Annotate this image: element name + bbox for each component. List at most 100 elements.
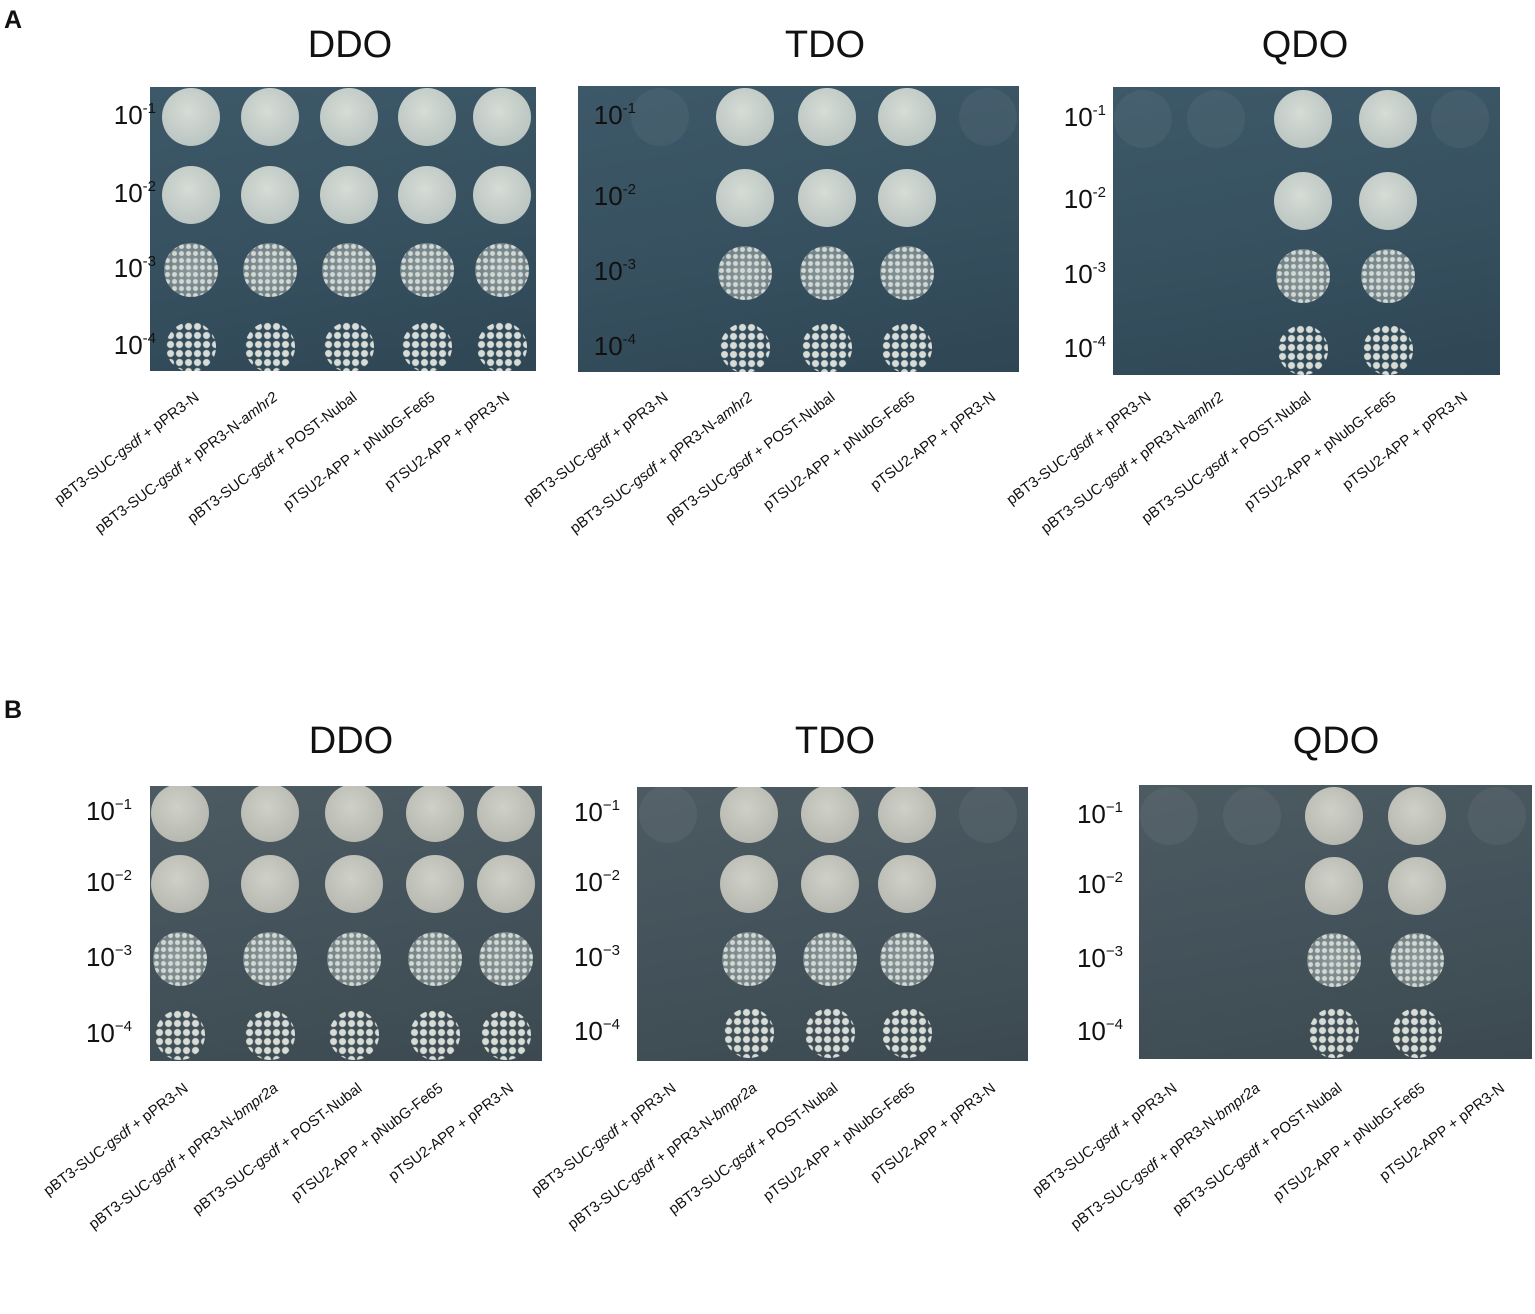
dilution-label: 10−2: [573, 867, 620, 897]
yeast-colony-spot: [406, 786, 464, 842]
yeast-colony-spot: [166, 322, 216, 371]
strain-label: pBT3-SUC-gsdf + pPR3-N: [1003, 388, 1155, 509]
strain-label: pTSU2-APP + pNubG-Fe65: [1269, 1079, 1429, 1205]
faint-spot: [639, 787, 697, 843]
yeast-colony-spot: [245, 1010, 295, 1060]
yeast-colony-spot: [878, 169, 936, 227]
dilution-label: 10-4: [593, 331, 636, 361]
yeast-colony-spot: [322, 243, 376, 297]
strain-label: pBT3-SUC-gsdf + pPR3-N: [528, 1079, 680, 1200]
yeast-colony-spot: [1305, 857, 1363, 915]
yeast-colony-spot: [1274, 172, 1332, 230]
yeast-colony-spot: [475, 243, 529, 297]
yeast-colony-spot: [878, 787, 936, 843]
yeast-colony-spot: [800, 246, 854, 300]
strain-label: pBT3-SUC-gsdf + pPR3-N: [520, 388, 672, 509]
yeast-colony-spot: [400, 243, 454, 297]
yeast-colony-spot: [803, 932, 857, 986]
yeast-colony-spot: [410, 1010, 460, 1060]
yeast-colony-spot: [1274, 90, 1332, 148]
yeast-colony-spot: [325, 786, 383, 842]
dilution-label: 10-1: [113, 100, 156, 130]
faint-spot: [959, 88, 1017, 146]
faint-spot: [959, 787, 1017, 843]
yeast-colony-spot: [481, 1010, 531, 1060]
yeast-colony-spot: [1388, 857, 1446, 915]
strain-label: pTSU2-APP + pPR3-N: [1339, 388, 1472, 494]
yeast-colony-spot: [805, 1008, 855, 1058]
yeast-colony-spot: [1361, 249, 1415, 303]
dilution-label: 10−4: [1076, 1016, 1123, 1046]
yeast-colony-spot: [882, 323, 932, 372]
strain-label: pTSU2-APP + pNubG-Fe65: [759, 388, 919, 514]
medium-title: DDO: [308, 720, 394, 762]
dilution-label: 10−1: [85, 796, 132, 826]
strain-label: pBT3-SUC-gsdf + pPR3-N: [51, 388, 203, 509]
dilution-label: 10−4: [573, 1016, 620, 1046]
yeast-colony-spot: [798, 169, 856, 227]
yeast-colony-spot: [1388, 787, 1446, 845]
dilution-label: 10-3: [113, 253, 156, 283]
yeast-colony-spot: [241, 855, 299, 913]
dilution-label: 10−3: [85, 942, 132, 972]
agar-plate: [1139, 785, 1532, 1059]
medium-title: QDO: [1292, 720, 1380, 762]
yeast-colony-spot: [155, 1010, 205, 1060]
yeast-colony-spot: [1392, 1008, 1442, 1058]
yeast-colony-spot: [1278, 325, 1328, 375]
yeast-colony-spot: [408, 932, 462, 986]
yeast-colony-spot: [1276, 249, 1330, 303]
yeast-colony-spot: [1359, 172, 1417, 230]
yeast-colony-spot: [324, 322, 374, 371]
yeast-colony-spot: [878, 855, 936, 913]
dilution-label: 10-3: [593, 256, 636, 286]
yeast-colony-spot: [1309, 1008, 1359, 1058]
strain-label: pBT3-SUC-gsdf + POST-Nubal: [1138, 388, 1315, 527]
yeast-colony-spot: [398, 88, 456, 146]
yeast-colony-spot: [1305, 787, 1363, 845]
strain-label: pBT3-SUC-gsdf + POST-Nubal: [662, 388, 839, 527]
dilution-label: 10−1: [573, 797, 620, 827]
dilution-label: 10-4: [1063, 333, 1106, 363]
faint-spot: [1114, 90, 1172, 148]
yeast-colony-spot: [477, 786, 535, 842]
dilution-label: 10−3: [573, 942, 620, 972]
strain-label: pTSU2-APP + pNubG-Fe65: [1240, 388, 1400, 514]
strain-label: pBT3-SUC-gsdf + POST-Nubal: [1169, 1079, 1346, 1218]
faint-spot: [1431, 90, 1489, 148]
yeast-colony-spot: [720, 323, 770, 372]
yeast-colony-spot: [325, 855, 383, 913]
yeast-colony-spot: [243, 243, 297, 297]
yeast-colony-spot: [402, 322, 452, 371]
strain-label: pTSU2-APP + pNubG-Fe65: [759, 1079, 919, 1205]
yeast-colony-spot: [477, 322, 527, 371]
dilution-label: 10−2: [1076, 869, 1123, 899]
yeast-colony-spot: [1363, 325, 1413, 375]
dilution-label: 10-2: [113, 178, 156, 208]
panel-letter: B: [4, 696, 23, 724]
agar-plate: [150, 87, 536, 371]
agar-plate: [578, 86, 1019, 372]
yeast-colony-spot: [880, 932, 934, 986]
yeast-colony-spot: [151, 786, 209, 842]
yeast-colony-spot: [882, 1008, 932, 1058]
yeast-colony-spot: [162, 166, 220, 224]
yeast-colony-spot: [473, 166, 531, 224]
yeast-colony-spot: [151, 855, 209, 913]
strain-label: pTSU2-APP + pPR3-N: [385, 1079, 518, 1185]
yeast-colony-spot: [406, 855, 464, 913]
medium-title: TDO: [784, 24, 866, 66]
agar-plate: [1113, 87, 1500, 375]
faint-spot: [1223, 787, 1281, 845]
yeast-colony-spot: [479, 932, 533, 986]
strain-label: pBT3-SUC-gsdf + pPR3-N: [40, 1079, 192, 1200]
yeast-colony-spot: [878, 88, 936, 146]
dilution-label: 10−2: [85, 867, 132, 897]
yeast-colony-spot: [477, 855, 535, 913]
yeast-colony-spot: [153, 932, 207, 986]
yeast-colony-spot: [329, 1010, 379, 1060]
yeast-colony-spot: [716, 169, 774, 227]
faint-spot: [1468, 787, 1526, 845]
dilution-label: 10−4: [85, 1018, 132, 1048]
dilution-label: 10-1: [593, 100, 636, 130]
